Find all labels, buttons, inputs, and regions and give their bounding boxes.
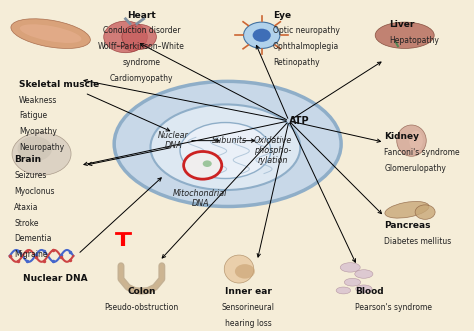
Text: Cardiomyopathy: Cardiomyopathy <box>109 74 173 83</box>
Text: Hepatopathy: Hepatopathy <box>389 36 438 45</box>
Text: Liver: Liver <box>389 21 414 29</box>
Ellipse shape <box>224 255 254 283</box>
Text: Blood: Blood <box>355 287 383 296</box>
Ellipse shape <box>11 19 91 48</box>
Text: Weakness: Weakness <box>19 96 57 105</box>
Text: Pearson's syndrome: Pearson's syndrome <box>355 303 432 312</box>
Ellipse shape <box>397 125 426 156</box>
Circle shape <box>183 152 222 179</box>
Text: Skeletal muscle: Skeletal muscle <box>19 80 99 89</box>
Text: Brain: Brain <box>14 156 41 165</box>
Circle shape <box>235 264 255 279</box>
Text: Sensorineural: Sensorineural <box>221 303 274 312</box>
Ellipse shape <box>356 285 372 293</box>
Text: Conduction disorder: Conduction disorder <box>103 26 180 35</box>
Text: Colon: Colon <box>127 287 155 296</box>
Text: Fanconi's syndrome: Fanconi's syndrome <box>384 148 460 157</box>
Text: Glomerulopathy: Glomerulopathy <box>384 164 446 173</box>
Circle shape <box>18 136 52 162</box>
Ellipse shape <box>180 122 271 178</box>
Text: Neuropathy: Neuropathy <box>19 143 64 152</box>
Text: syndrome: syndrome <box>122 58 160 67</box>
Text: Inner ear: Inner ear <box>225 287 272 296</box>
Text: Ophthalmoplegia: Ophthalmoplegia <box>273 42 339 51</box>
Circle shape <box>104 21 147 53</box>
Text: Myopathy: Myopathy <box>19 127 57 136</box>
Ellipse shape <box>375 22 434 48</box>
Text: Ataxia: Ataxia <box>14 203 39 212</box>
Text: Nuclear
DNA: Nuclear DNA <box>158 131 189 150</box>
Ellipse shape <box>344 278 361 286</box>
Text: Subunits: Subunits <box>212 136 247 145</box>
Ellipse shape <box>336 287 351 294</box>
Text: Kidney: Kidney <box>384 132 419 141</box>
Text: Pancreas: Pancreas <box>384 221 431 230</box>
Circle shape <box>415 205 435 219</box>
Text: Diabetes mellitus: Diabetes mellitus <box>384 237 452 246</box>
Text: ATP: ATP <box>289 116 310 126</box>
Text: Fatigue: Fatigue <box>19 111 47 120</box>
Text: Retinopathy: Retinopathy <box>273 58 319 67</box>
Ellipse shape <box>355 270 373 278</box>
Circle shape <box>253 29 271 42</box>
Ellipse shape <box>409 131 423 151</box>
Circle shape <box>203 161 212 167</box>
Text: hearing loss: hearing loss <box>225 319 272 328</box>
Ellipse shape <box>385 202 429 218</box>
Text: Myoclonus: Myoclonus <box>14 187 55 196</box>
Text: Eye: Eye <box>273 11 291 20</box>
Circle shape <box>122 24 156 49</box>
Text: Heart: Heart <box>127 11 156 20</box>
Text: Seizures: Seizures <box>14 171 46 180</box>
Text: Nuclear DNA: Nuclear DNA <box>23 274 88 283</box>
Text: Pseudo-obstruction: Pseudo-obstruction <box>104 303 179 312</box>
Polygon shape <box>117 45 150 52</box>
Text: Wolff–Parkinson–White: Wolff–Parkinson–White <box>98 42 185 51</box>
Circle shape <box>244 22 280 48</box>
Text: Stroke: Stroke <box>14 219 39 228</box>
Text: Dementia: Dementia <box>14 234 52 244</box>
Text: Mitochondrial
DNA: Mitochondrial DNA <box>173 189 228 208</box>
Ellipse shape <box>340 263 360 272</box>
Text: Oxidative
phospho-
rylation: Oxidative phospho- rylation <box>254 136 292 166</box>
Ellipse shape <box>114 81 341 207</box>
Text: Optic neuropathy: Optic neuropathy <box>273 26 340 35</box>
Ellipse shape <box>150 104 301 190</box>
Ellipse shape <box>20 24 82 43</box>
Text: Migraine: Migraine <box>14 250 48 259</box>
Circle shape <box>12 132 71 175</box>
